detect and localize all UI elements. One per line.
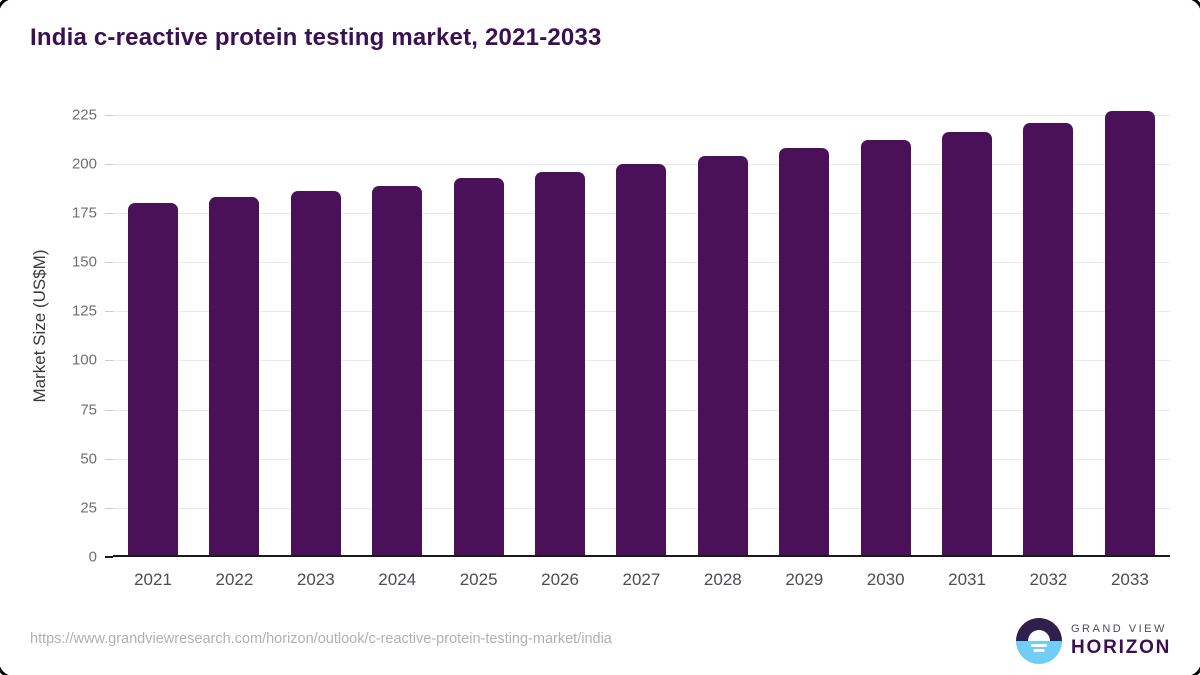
chart-title: India c-reactive protein testing market,… — [30, 24, 602, 51]
bar-2022 — [209, 197, 260, 557]
y-tick-label: 75 — [80, 401, 97, 419]
x-axis-label: 2026 — [541, 570, 579, 589]
bar-column-2022: 2022 — [209, 99, 260, 589]
y-tick-mark — [105, 458, 113, 460]
bar-2028 — [697, 156, 748, 557]
bar-2033 — [1104, 110, 1155, 557]
x-axis-label: 2027 — [622, 570, 661, 589]
bar-column-2029: 2029 — [779, 99, 830, 589]
x-axis-label: 2031 — [948, 570, 986, 589]
bar-2025 — [453, 177, 504, 557]
bar-column-2027: 2027 — [616, 99, 667, 589]
bar-column-2023: 2023 — [290, 99, 341, 589]
bar-column-2024: 2024 — [372, 99, 423, 589]
brand-name-bottom: HORIZON — [1071, 636, 1172, 658]
x-axis-label: 2029 — [785, 570, 824, 589]
x-axis-label: 2033 — [1110, 570, 1149, 589]
x-axis-line — [113, 555, 1170, 557]
bar-2032 — [1023, 122, 1074, 557]
y-tick-label: 0 — [88, 548, 97, 566]
bar-column-2033: 2033 — [1104, 99, 1155, 589]
source-url: https://www.grandviewresearch.com/horizo… — [30, 631, 612, 647]
y-tick-label: 100 — [71, 351, 97, 369]
x-axis-label: 2023 — [296, 570, 335, 589]
brand-name-top: GRAND VIEW — [1071, 623, 1167, 636]
y-tick-mark — [105, 163, 113, 165]
x-axis-label: 2024 — [378, 570, 417, 589]
y-tick-label: 50 — [80, 450, 97, 468]
x-axis-label: 2028 — [703, 570, 742, 589]
y-tick-label: 175 — [71, 204, 97, 222]
y-axis-title: Market Size (US$M) — [30, 249, 49, 403]
bar-2027 — [616, 163, 667, 557]
bar-2031 — [942, 132, 993, 557]
bar-column-2031: 2031 — [942, 99, 993, 589]
bar-2023 — [290, 191, 341, 557]
gridline — [113, 114, 1170, 116]
bar-column-2028: 2028 — [697, 99, 748, 589]
bar-column-2032: 2032 — [1023, 99, 1074, 589]
x-axis-label: 2025 — [459, 570, 498, 589]
y-tick-mark — [105, 556, 113, 558]
y-tick-mark — [105, 311, 113, 313]
x-axis-label: 2021 — [134, 570, 172, 589]
y-tick-mark — [105, 409, 113, 411]
bars-layer: 2021 2022 2023 2024 2025 2026 2027 2028 2029 2030… — [113, 99, 1170, 589]
y-tick-mark — [105, 114, 113, 116]
x-axis-label: 2022 — [215, 570, 254, 589]
bar-2030 — [860, 140, 911, 557]
y-tick-label: 225 — [71, 106, 97, 124]
y-tick-label: 125 — [71, 302, 97, 320]
brand-logo-text: GRAND VIEW HORIZON — [1071, 623, 1171, 658]
grand-view-horizon-logo-icon — [1016, 618, 1062, 664]
bar-2024 — [372, 185, 423, 557]
x-axis-label: 2032 — [1029, 570, 1068, 589]
y-tick-label: 150 — [71, 253, 97, 271]
x-axis-label: 2030 — [866, 570, 905, 589]
plot-area: 0 25 50 75 100 125 150 175 200 225 2021 2022 2023 20… — [72, 99, 1170, 589]
bar-column-2030: 2030 — [860, 99, 911, 589]
y-tick-label: 200 — [71, 155, 97, 173]
bar-2021 — [128, 203, 178, 557]
y-tick-mark — [105, 360, 113, 362]
y-tick-label: 25 — [80, 499, 97, 517]
bar-column-2021: 2021 — [128, 99, 178, 589]
bar-2026 — [535, 171, 586, 557]
y-tick-mark — [105, 507, 113, 509]
y-tick-mark — [105, 262, 113, 264]
bar-column-2026: 2026 — [535, 99, 586, 589]
brand-logo: GRAND VIEW HORIZON — [1016, 618, 1171, 664]
bar-column-2025: 2025 — [453, 99, 504, 589]
y-tick-mark — [105, 213, 113, 214]
bar-2029 — [779, 148, 830, 557]
